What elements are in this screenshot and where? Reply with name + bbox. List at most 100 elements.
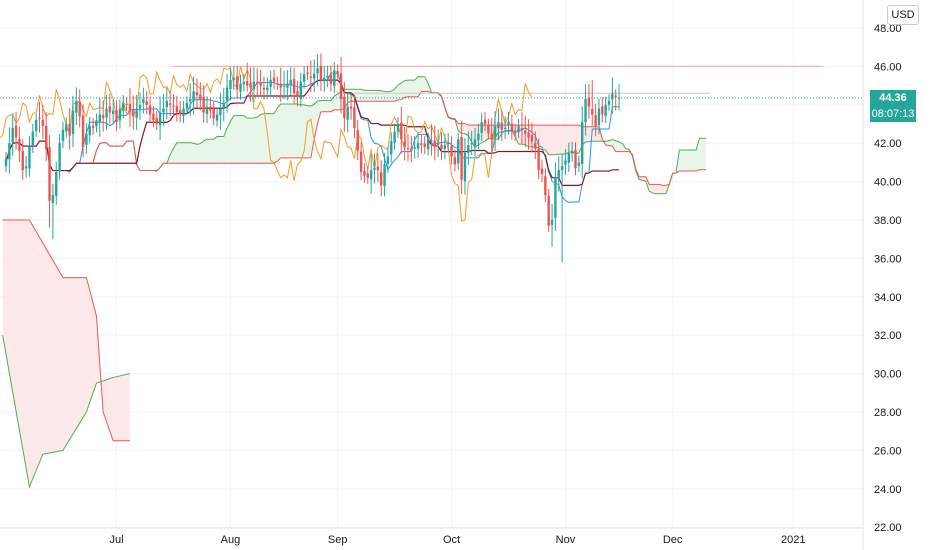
candle-body [406,147,410,149]
candle-body [179,110,182,115]
candle-up [473,128,477,156]
candle-body [453,157,457,165]
cloud-segment [401,80,405,100]
candle-body [122,102,125,111]
candle-up [222,88,225,122]
cloud-segment [334,93,338,110]
candle-body [199,94,202,100]
candle-body [433,140,436,148]
candle-up [31,123,34,153]
price-tick-label: 48.00 [874,23,902,35]
cloud-segment [387,91,392,102]
candle-up [189,83,192,116]
cloud-segment [575,125,579,154]
candle-up [34,113,38,137]
candle-up [142,87,145,114]
time-axis[interactable]: Jul Aug Sep Oct Nov Dec 2021 [110,534,806,546]
candle-body [262,87,266,90]
candle-up [313,59,316,92]
candle-down [460,121,463,195]
candle-up [24,156,28,178]
cloud-segment [655,184,660,194]
cloud-segment [468,125,472,142]
candle-body [279,83,282,88]
candle-down [366,166,369,184]
cloud-segment [170,148,174,164]
countdown-tag: 08:07:13 [870,105,916,122]
cloud-segment [464,123,469,136]
candle-body [8,143,11,160]
candle-body [487,125,490,134]
candle-down [259,69,262,97]
cloud-segment [320,100,325,112]
candle-down [272,69,276,89]
candle-up [617,84,621,111]
cloud-segment [595,126,599,142]
time-tick-label: 2021 [781,534,805,546]
senkou-span-b [92,91,707,186]
cloud-segment [364,90,368,102]
candle-body [503,127,507,129]
candle-body [591,109,594,115]
time-tick-label: Oct [443,534,460,546]
candle-body [65,124,68,132]
candle-body [225,87,229,101]
candle-up [98,98,101,137]
price-tick-label: 28.00 [874,407,902,419]
candle-body [584,99,587,123]
cloud-segment [207,139,211,164]
cloud-segment [689,150,693,172]
candle-body [460,137,463,180]
candle-down [68,108,71,150]
cloud-segment [324,100,328,112]
candle-down [38,101,41,133]
candle-up [165,87,168,120]
candle-body [329,74,333,84]
cloud-segment [297,104,301,158]
candle-up [232,66,235,91]
cloud-segment [558,125,563,155]
cloud-segment [545,125,549,155]
candle-body [195,92,199,96]
candle-body [483,119,487,124]
candle-body [470,143,473,145]
candle-body [597,108,601,126]
price-tick-label: 30.00 [874,369,902,381]
candle-down [403,126,406,161]
candle-body [192,91,195,102]
candle-up [457,132,460,170]
candle-down [128,88,132,127]
candle-body [108,106,112,113]
candle-down [547,189,550,232]
candle-down [115,100,118,132]
candle-body [296,90,299,98]
candle-body [219,108,222,116]
tenkan-sen [5,72,620,203]
candle-body [185,102,189,109]
candle-body [497,122,500,129]
candle-up [75,87,78,126]
candle-body [537,148,540,171]
cloud-segment [424,76,429,92]
candle-body [617,97,621,99]
candle-down [309,60,313,93]
candle-down [440,132,443,161]
cloud-segment [612,139,616,152]
candle-down [296,80,299,107]
candle-down [410,135,413,163]
candle-body [259,82,262,86]
currency-badge[interactable]: USD [887,5,919,25]
candle-up [229,67,232,101]
cloud-segment [592,126,596,142]
candle-body [88,125,91,136]
candle-up [564,149,567,175]
candle-body [423,143,426,148]
candle-up [416,133,420,158]
cloud-segment [250,117,254,164]
candle-body [45,125,48,149]
candle-body [313,74,316,79]
cloud-segment [381,90,385,102]
cloud-segment [649,184,653,193]
candle-up [192,76,195,115]
